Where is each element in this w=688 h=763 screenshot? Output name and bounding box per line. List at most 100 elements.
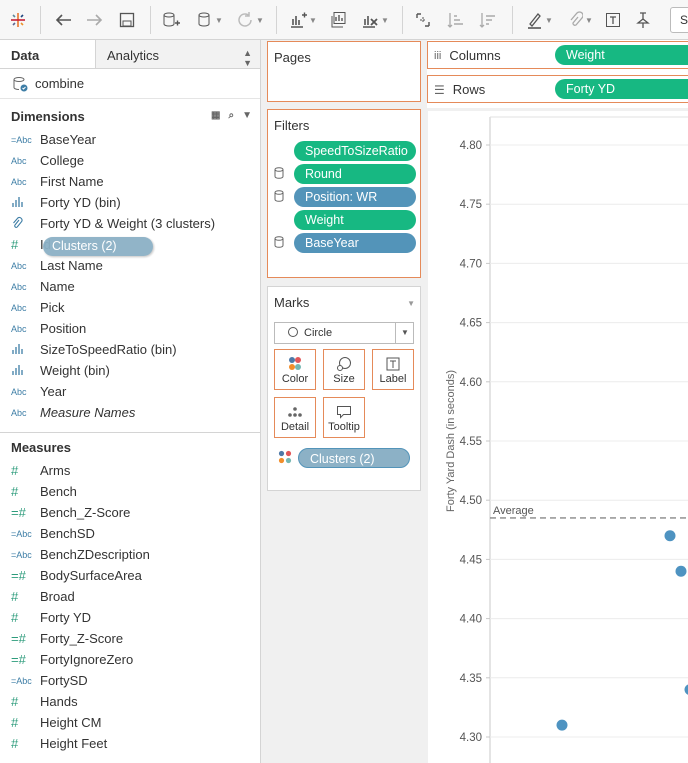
measure-height-feet[interactable]: # Height Feet [0,733,260,754]
search-icon[interactable]: ⌕ [228,110,235,121]
average-label: Average [493,505,534,517]
sort-descending-icon[interactable] [476,8,498,32]
dimension-college[interactable]: Abc College [0,150,260,171]
data-point[interactable] [675,565,687,577]
measure-forty-z-score[interactable]: =# Forty_Z-Score [0,628,260,649]
new-datasource-icon[interactable] [160,8,182,32]
measure-broad[interactable]: # Broad [0,586,260,607]
show-me-button[interactable]: S [670,7,688,33]
undo-icon[interactable] [52,8,74,32]
data-point[interactable] [556,719,568,731]
duplicate-icon[interactable] [326,8,350,32]
color-label: Color [281,373,309,385]
dimension-weight-bin[interactable]: Weight (bin) [0,360,260,381]
field-label: FortyIgnoreZero [40,652,134,667]
number-type-icon: # [11,715,19,730]
measure-bench-z-score[interactable]: =# Bench_Z-Score [0,502,260,523]
size-label: Size [333,373,355,385]
swap-icon[interactable] [412,8,434,32]
dragging-clusters-pill[interactable]: Clusters (2) [43,237,153,256]
tooltip-icon [337,405,351,419]
collapse-icon[interactable]: ▼ [407,299,415,308]
measure-hands[interactable]: # Hands [0,691,260,712]
measure-benchzdescription[interactable]: =Abc BenchZDescription [0,544,260,565]
refresh-icon[interactable]: ▼ [232,8,268,32]
color-button[interactable]: Color [274,349,316,390]
forty-yd-row-pill[interactable]: Forty YD [555,79,688,99]
clusters-color-pill[interactable]: Clusters (2) [298,448,410,468]
sort-ascending-icon[interactable] [444,8,466,32]
measure-arms[interactable]: # Arms [0,460,260,481]
dimension-pick[interactable]: Abc Pick [0,297,260,318]
field-label: SizeToSpeedRatio (bin) [40,342,177,357]
dimension-forty-yd-weight-3-clusters[interactable]: Forty YD & Weight (3 clusters) [0,213,260,234]
mark-type-dropdown[interactable]: Circle ▼ [274,322,414,344]
view-data-icon[interactable]: ▦ [211,110,221,121]
field-label: BenchZDescription [40,547,150,562]
bar-bin-icon [0,364,40,378]
database-icon [274,166,294,182]
dimension-measure-names[interactable]: Abc Measure Names [0,402,260,423]
field-label: Last Name [40,258,103,273]
bin-icon [12,343,23,354]
new-worksheet-icon[interactable]: ▼ [284,8,322,32]
number-type-icon: =# [11,568,26,583]
redo-icon[interactable] [84,8,106,32]
measure-fortysd[interactable]: =Abc FortySD [0,670,260,691]
y-axis-title: Forty Yard Dash (in seconds) [445,370,457,512]
measure-bench[interactable]: # Bench [0,481,260,502]
tableau-logo-icon[interactable] [8,8,28,32]
rows-shelf[interactable]: ☰ Rows Forty YD [427,75,688,103]
filter-pill-round[interactable]: Round [294,164,416,184]
dimension-last-name[interactable]: Abc Last Name [0,255,260,276]
filter-pill-speedtosizeratio[interactable]: SpeedToSizeRatio [294,141,416,161]
dimension-sizetospeedratio-bin[interactable]: SizeToSpeedRatio (bin) [0,339,260,360]
measure-forty-yd[interactable]: # Forty YD [0,607,260,628]
highlight-icon[interactable]: ▼ [522,8,558,32]
dimension-name[interactable]: Abc Name [0,276,260,297]
filter-pill-baseyear[interactable]: BaseYear [294,233,416,253]
scatter-chart[interactable]: 4.80 4.75 4.70 4.65 4.60 4.55 4.50 4.45 4.40 4.35… [428,111,688,763]
field-label: Forty YD & Weight (3 clusters) [40,216,216,231]
datasource-row[interactable]: combine [0,69,260,99]
label-button[interactable]: Label [372,349,414,390]
clear-sheet-icon[interactable]: ▼ [356,8,394,32]
field-label: BenchSD [40,526,95,541]
y-tick-label: 4.70 [460,258,482,270]
pause-updates-icon[interactable]: ▼ [192,8,228,32]
weight-column-pill[interactable]: Weight [555,45,688,65]
field-label: Bench [40,484,77,499]
filters-card[interactable]: Filters SpeedToSizeRatio Round Position: W… [267,109,421,278]
y-tick-label: 4.80 [460,140,482,152]
dimension-position[interactable]: Abc Position [0,318,260,339]
columns-shelf[interactable]: iii Columns Weight [427,41,688,69]
detail-button[interactable]: Detail [274,397,316,438]
fix-axes-icon[interactable] [632,8,654,32]
dimension-forty-yd-bin[interactable]: Forty YD (bin) [0,192,260,213]
measure-fortyignorezero[interactable]: =# FortyIgnoreZero [0,649,260,670]
group-icon[interactable]: ▼ [562,8,598,32]
size-button[interactable]: Size [323,349,365,390]
label-label: Label [379,373,407,385]
pages-card[interactable]: Pages [267,41,421,102]
tab-analytics[interactable]: Analytics ▲ ▼ [96,40,260,68]
chevron-down-icon[interactable]: ▼ [395,323,413,343]
save-icon[interactable] [116,8,138,32]
measure-height-cm[interactable]: # Height CM [0,712,260,733]
updown-icon[interactable]: ▲ ▼ [243,48,252,68]
color-icon [289,356,301,370]
data-point[interactable] [664,530,676,542]
measure-benchsd[interactable]: =Abc BenchSD [0,523,260,544]
dimension-year[interactable]: Abc Year [0,381,260,402]
filter-pill-weight[interactable]: Weight [294,210,416,230]
measure-bodysurfacearea[interactable]: =# BodySurfaceArea [0,565,260,586]
tooltip-button[interactable]: Tooltip [323,397,365,438]
tab-data[interactable]: Data [0,40,96,68]
menu-dropdown-icon[interactable]: ▼ [242,110,252,121]
dimension-first-name[interactable]: Abc First Name [0,171,260,192]
dimension-baseyear[interactable]: =Abc BaseYear [0,129,260,150]
filter-pill-position-wr[interactable]: Position: WR [294,187,416,207]
data-point[interactable] [684,684,688,695]
show-labels-icon[interactable] [602,8,624,32]
scatter-plot[interactable]: 4.80 4.75 4.70 4.65 4.60 4.55 4.50 4.45 4.40 4.35… [428,111,688,763]
